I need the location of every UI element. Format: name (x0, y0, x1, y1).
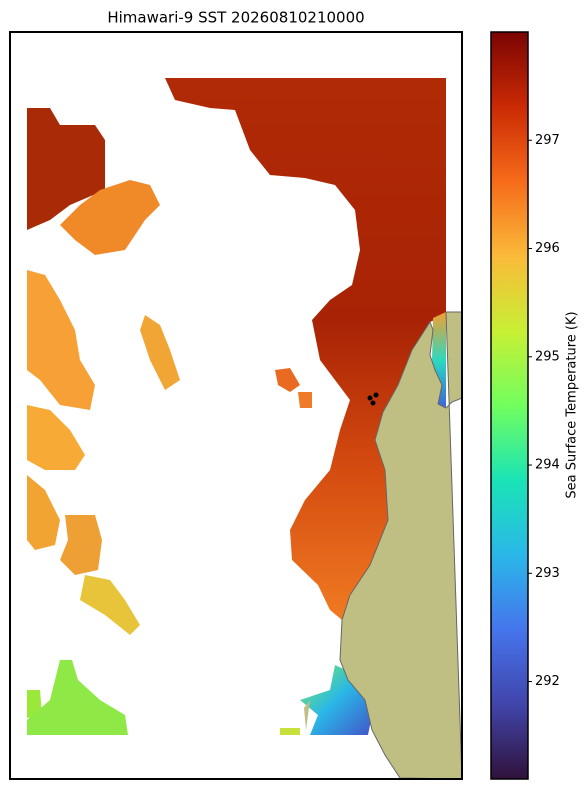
map (9, 31, 463, 780)
marker (370, 400, 376, 406)
colorbar (490, 31, 529, 780)
colorbar-tick-label: 296 (535, 241, 560, 256)
colorbar-tick-label: 295 (535, 349, 560, 364)
colorbar-gradient (490, 31, 529, 780)
map-frame (9, 31, 463, 780)
colorbar-tick-label: 294 (535, 458, 560, 473)
sea-cool (280, 728, 300, 735)
colorbar-tick-label: 293 (535, 566, 560, 581)
marker (373, 392, 379, 398)
marker (367, 395, 373, 401)
land (339, 311, 463, 780)
sea-warm (60, 515, 102, 575)
colorbar-tick-label: 292 (535, 674, 560, 689)
sea-warm (298, 392, 312, 408)
sea-warm (140, 315, 180, 390)
sea-warm (165, 78, 446, 620)
colorbar-tick-label: 297 (535, 133, 560, 148)
sea-cool (27, 660, 128, 735)
colorbar-label: Sea Surface Temperature (K) (565, 311, 580, 498)
sea-warm (27, 475, 60, 550)
sea-warm (80, 575, 140, 635)
sea-warm (27, 108, 105, 230)
sea-warm (275, 368, 300, 392)
land (304, 700, 310, 730)
sea-warm (27, 270, 95, 410)
sea-cool (432, 312, 446, 410)
sea-warm (60, 180, 160, 255)
map-title: Himawari-9 SST 20260810210000 (107, 9, 364, 27)
sea-warm (27, 405, 85, 470)
